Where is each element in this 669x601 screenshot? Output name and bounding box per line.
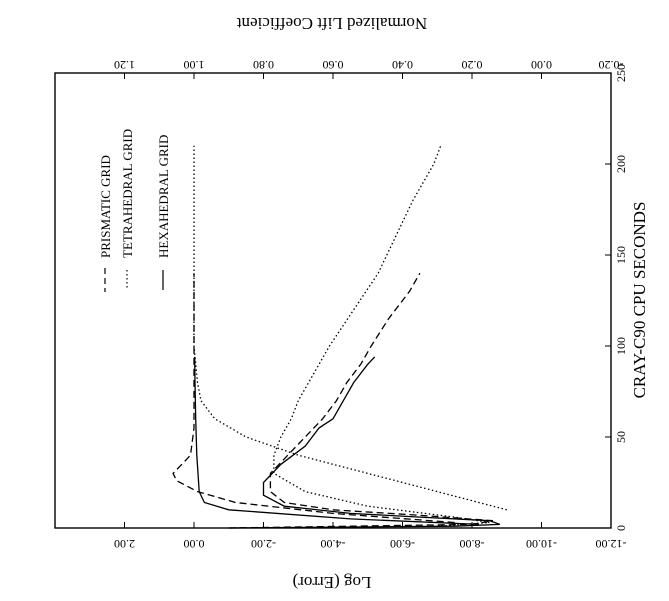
x-tick-label: 200 xyxy=(614,155,628,173)
left-axis-title: Log (Error) xyxy=(293,573,372,592)
series-line-tetrahedral-grid-lift xyxy=(193,145,507,511)
right-tick-label: 1.20 xyxy=(114,58,135,72)
x-tick-label: 150 xyxy=(614,246,628,264)
right-tick-label: 0.80 xyxy=(253,58,274,72)
series-line-tetrahedral-grid-error xyxy=(273,145,490,527)
plot-frame xyxy=(54,72,612,529)
left-tick-label: -2.00 xyxy=(251,537,276,551)
legend-entry-hexahedral: HEXAHEDRAL GRID xyxy=(156,135,171,290)
left-tick-label: -12.00 xyxy=(596,537,627,551)
left-tick-label: -4.00 xyxy=(321,537,346,551)
right-axis-ticks: 1.20 1.00 0.80 0.60 0.40 0.20 0.00 -0.20 xyxy=(114,58,624,79)
x-tick-label: 100 xyxy=(614,337,628,355)
legend-label-hexahedral: HEXAHEDRAL GRID xyxy=(156,135,171,258)
legend-entry-tetrahedral: TETRAHEDRAL GRID xyxy=(120,129,135,290)
legend-entry-prismatic: PRISMATIC GRID xyxy=(98,155,113,292)
series-line-prismatic-grid-error xyxy=(228,272,494,529)
series-line-hexahedral-grid-lift xyxy=(194,356,479,526)
right-tick-label: 0.60 xyxy=(323,58,344,72)
legend-label-prismatic: PRISMATIC GRID xyxy=(98,155,113,258)
left-axis-ticks: 2.00 0.00 -2.00 -4.00 -6.00 -8.00 -10.00 -12.00 xyxy=(114,522,627,551)
legend-label-tetrahedral: TETRAHEDRAL GRID xyxy=(120,129,135,258)
right-tick-label: 1.00 xyxy=(184,58,205,72)
left-tick-label: 0.00 xyxy=(184,537,205,551)
right-tick-label: 0.40 xyxy=(392,58,413,72)
x-tick-label: 250 xyxy=(614,64,628,82)
left-tick-label: -10.00 xyxy=(526,537,557,551)
right-axis-title: Normalized Lift Coefficient xyxy=(237,14,428,33)
series-line-prismatic-grid-lift xyxy=(172,273,455,524)
right-tick-label: 0.20 xyxy=(462,58,483,72)
series-line-hexahedral-grid-error xyxy=(228,356,501,529)
legend: HEXAHEDRAL GRID PRISMATIC GRID TETRAHEDR… xyxy=(98,129,171,292)
x-axis-title: CRAY-C90 CPU SECONDS xyxy=(630,202,649,399)
left-tick-label: -8.00 xyxy=(460,537,485,551)
x-tick-label: 50 xyxy=(614,431,628,443)
left-tick-label: 2.00 xyxy=(114,537,135,551)
series-layer xyxy=(172,145,507,529)
left-tick-label: -6.00 xyxy=(390,537,415,551)
right-tick-label: 0.00 xyxy=(531,58,552,72)
x-axis-ticks: 0 50 100 150 200 250 xyxy=(605,64,628,531)
x-tick-label: 0 xyxy=(614,525,628,531)
right-tick-label: -0.20 xyxy=(599,58,624,72)
